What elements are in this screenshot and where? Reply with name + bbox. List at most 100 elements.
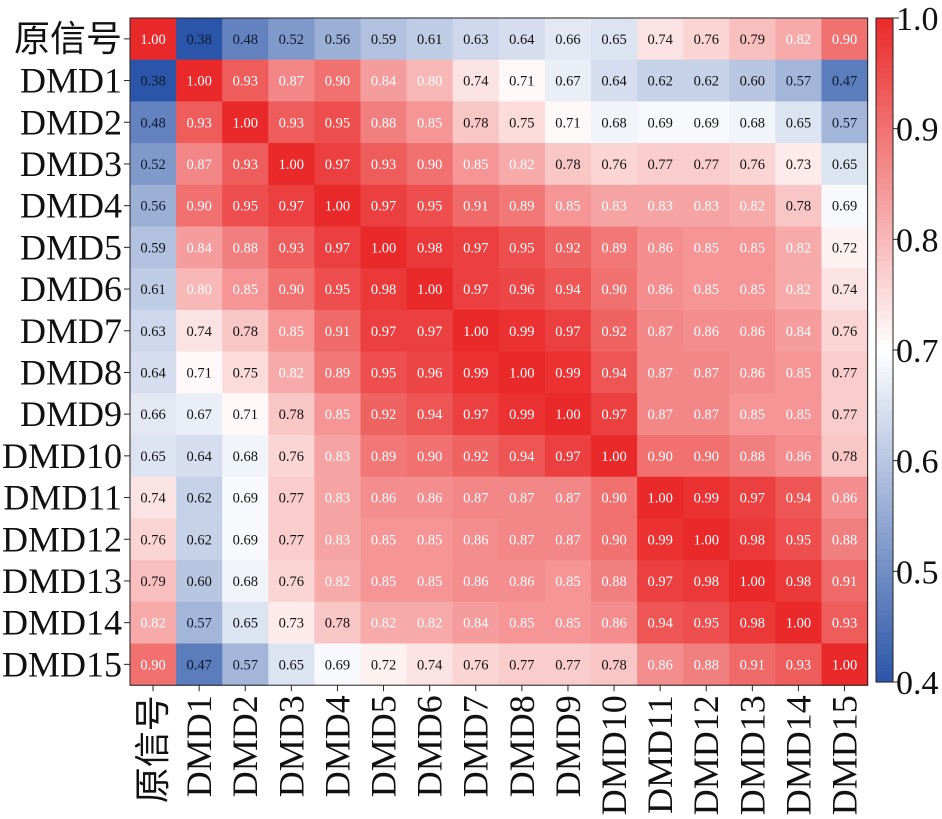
heatmap-cell (360, 143, 408, 186)
colorbar-segment (876, 300, 893, 307)
heatmap-cell (591, 518, 638, 561)
cell-value-label: 0.93 (233, 74, 258, 90)
column-tick-label: DMD15 (825, 695, 865, 815)
colorbar-segment (876, 637, 893, 644)
heatmap-cell (729, 59, 776, 102)
heatmap-cell (222, 18, 269, 61)
heatmap-cell (452, 518, 500, 561)
cell-value-label: 0.87 (694, 407, 719, 423)
cell-value-label: 0.89 (601, 240, 626, 256)
cell-value-label: 0.82 (371, 616, 396, 632)
colorbar-segment (876, 289, 893, 296)
cell-value-label: 0.65 (279, 657, 304, 673)
heatmap-cell (314, 518, 362, 561)
heatmap-cell (406, 643, 454, 686)
cell-value-label: 0.97 (325, 157, 350, 173)
cell-value-label: 0.85 (279, 324, 304, 340)
cell-value-label: 0.80 (186, 282, 211, 298)
cell-value-label: 0.91 (832, 574, 857, 590)
heatmap-cell (360, 393, 408, 436)
colorbar-segment (876, 665, 893, 672)
heatmap-cell (683, 59, 730, 102)
colorbar-tick-label: 0.8 (896, 222, 939, 259)
cell-value-label: 0.94 (786, 491, 812, 507)
heatmap-cell (591, 476, 638, 519)
colorbar-segment (876, 250, 893, 257)
cell-value-label: 0.82 (786, 240, 811, 256)
cell-value-label: 0.97 (555, 324, 580, 340)
heatmap-cell (130, 143, 177, 186)
heatmap-cell (360, 184, 408, 228)
heatmap-cell (821, 59, 869, 102)
cell-value-label: 0.86 (694, 324, 719, 340)
colorbar-segment (876, 150, 893, 157)
cell-value-label: 1.00 (140, 32, 165, 48)
cell-value-label: 0.86 (786, 449, 811, 465)
cell-value-label: 0.77 (832, 407, 857, 423)
heatmap-cell (775, 518, 823, 561)
cell-value-label: 0.75 (233, 365, 258, 381)
cell-value-label: 0.83 (325, 532, 350, 548)
cell-value-label: 1.00 (279, 157, 304, 173)
heatmap-cell (683, 435, 730, 478)
heatmap-cell (729, 435, 776, 478)
heatmap-cell (821, 351, 869, 394)
cell-value-label: 0.68 (601, 115, 626, 131)
colorbar-segment (876, 184, 893, 191)
cell-value-label: 0.85 (371, 574, 396, 590)
colorbar-segment (876, 283, 893, 290)
cell-value-label: 0.61 (417, 32, 442, 48)
heatmap-cell (729, 560, 776, 603)
cell-value-label: 0.74 (417, 657, 443, 673)
colorbar-segment (876, 239, 893, 246)
colorbar-segment (876, 493, 893, 500)
cell-value-label: 0.85 (417, 532, 442, 548)
heatmap-cell (729, 518, 776, 561)
colorbar-segment (876, 383, 893, 390)
heatmap-cell (683, 643, 730, 686)
heatmap-cell (591, 59, 638, 102)
cell-value-label: 0.65 (601, 32, 626, 48)
heatmap-cell (406, 18, 454, 61)
colorbar-segment (876, 610, 893, 617)
heatmap-cell (268, 518, 315, 561)
cell-value-label: 0.97 (463, 407, 488, 423)
cell-value-label: 0.69 (647, 115, 672, 131)
colorbar-segment (876, 206, 893, 213)
cell-value-label: 0.79 (740, 32, 765, 48)
heatmap-cell (775, 560, 823, 603)
cell-value-label: 0.88 (371, 115, 396, 131)
heatmap-cell (591, 268, 638, 311)
cell-value-label: 0.98 (740, 616, 765, 632)
heatmap-cell (452, 309, 500, 353)
heatmap-cell (268, 18, 315, 61)
heatmap-cell (268, 143, 315, 186)
column-tick-label: DMD6 (410, 695, 450, 797)
cell-value-label: 0.84 (463, 616, 489, 632)
heatmap-cell (222, 309, 269, 353)
heatmap-cell (637, 476, 684, 519)
heatmap-cell (314, 101, 362, 144)
heatmap-cell (222, 184, 269, 228)
heatmap-cell (222, 268, 269, 311)
heatmap-cell (406, 226, 454, 269)
cell-value-label: 0.84 (786, 324, 812, 340)
colorbar-segment (876, 322, 893, 329)
colorbar-tick-label: 0.6 (896, 444, 939, 481)
cell-value-label: 1.00 (233, 115, 258, 131)
heatmap-cell (591, 393, 638, 436)
heatmap-cell (683, 101, 730, 144)
cell-value-label: 0.65 (233, 616, 258, 632)
colorbar-segment (876, 433, 893, 440)
heatmap-cell (314, 184, 362, 228)
row-axis: 原信号DMD1DMD2DMD3DMD4DMD5DMD6DMD7DMD8DMD9D… (2, 19, 130, 684)
heatmap-cell (452, 268, 500, 311)
cell-value-label: 0.71 (233, 407, 258, 423)
cell-value-label: 0.77 (647, 157, 672, 173)
colorbar-segment (876, 421, 893, 429)
heatmap-cell (130, 101, 177, 144)
cell-value-label: 0.97 (463, 240, 488, 256)
colorbar-segment (876, 139, 893, 146)
colorbar-segment (876, 233, 893, 240)
heatmap-cell (637, 18, 684, 61)
